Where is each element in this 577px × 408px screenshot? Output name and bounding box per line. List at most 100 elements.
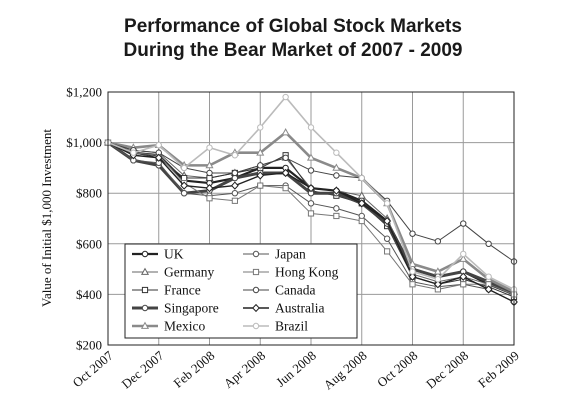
- y-axis-label: Value of Initial $1,000 Investment: [39, 129, 54, 307]
- data-point-canada: [257, 162, 264, 169]
- data-point-japan: [180, 190, 188, 197]
- data-point-australia: [281, 168, 290, 178]
- data-point-australia: [180, 181, 189, 190]
- legend-marker: [252, 322, 260, 330]
- x-tick-label: Feb 2008: [170, 348, 217, 391]
- legend-label: Canada: [275, 283, 315, 298]
- chart-title-line-2: During the Bear Market of 2007 - 2009: [124, 40, 463, 61]
- data-point-brazil: [383, 200, 391, 207]
- legend-item-uk: UK: [132, 247, 184, 262]
- data-point-australia: [154, 153, 163, 162]
- legend-marker: [141, 250, 149, 258]
- data-point-japan: [358, 212, 365, 220]
- data-point-canada: [333, 172, 340, 179]
- data-point-brazil: [206, 144, 213, 151]
- legend-item-france: France: [132, 283, 201, 298]
- data-point-mexico: [205, 160, 214, 169]
- data-point-brazil: [257, 124, 264, 131]
- data-point-hong-kong: [358, 217, 365, 225]
- data-point-mexico: [433, 267, 442, 275]
- data-point-japan: [307, 200, 315, 207]
- data-point-australia: [307, 184, 315, 193]
- data-point-hong-kong: [257, 182, 264, 189]
- series-brazil: [104, 93, 518, 293]
- data-point-australia: [408, 272, 417, 281]
- data-point-canada: [282, 154, 289, 161]
- legend-marker: [252, 286, 260, 294]
- data-point-brazil: [180, 164, 188, 172]
- data-point-mexico: [256, 148, 265, 156]
- data-point-brazil: [434, 276, 442, 283]
- data-point-australia: [230, 181, 239, 190]
- data-point-hong-kong: [307, 210, 315, 217]
- data-point-canada: [307, 167, 315, 174]
- data-point-japan: [231, 190, 239, 197]
- legend-marker: [140, 267, 150, 275]
- data-point-brazil: [409, 268, 416, 275]
- data-point-hong-kong: [409, 281, 416, 288]
- x-tick-label: Aug 2008: [320, 348, 369, 393]
- data-point-australia: [459, 272, 468, 281]
- legend-label: Australia: [275, 301, 325, 316]
- data-point-brazil: [155, 141, 162, 149]
- legend-label: Mexico: [164, 319, 205, 334]
- legend-label: Brazil: [275, 319, 308, 334]
- data-point-hong-kong: [231, 197, 238, 204]
- data-point-australia: [383, 216, 392, 226]
- y-tick-label: $200: [76, 338, 102, 353]
- data-point-brazil: [460, 250, 467, 258]
- data-point-canada: [206, 169, 213, 177]
- data-point-france: [206, 174, 213, 182]
- data-point-hong-kong: [206, 195, 213, 202]
- data-point-brazil: [307, 124, 315, 131]
- x-tick-label: Feb 2009: [475, 348, 522, 391]
- legend-marker: [141, 304, 149, 312]
- legend-item-australia: Australia: [243, 301, 325, 316]
- legend-marker: [252, 250, 260, 258]
- data-point-australia: [433, 280, 442, 289]
- legend-marker: [252, 303, 260, 313]
- data-point-mexico: [408, 259, 417, 267]
- y-tick-label: $1,000: [66, 135, 102, 150]
- legend-item-japan: Japan: [243, 247, 306, 262]
- data-point-mexico: [281, 128, 290, 136]
- legend-marker: [141, 286, 149, 294]
- y-tick-label: $800: [76, 186, 102, 201]
- legend-label: France: [164, 283, 201, 298]
- legend-marker: [252, 268, 260, 276]
- data-point-canada: [485, 240, 492, 248]
- x-tick-label: Oct 2008: [374, 348, 420, 390]
- legend-label: Singapore: [164, 301, 219, 316]
- data-point-brazil: [282, 93, 289, 101]
- data-point-japan: [383, 235, 391, 242]
- data-point-brazil: [358, 174, 365, 182]
- legend-marker: [140, 321, 150, 329]
- data-point-australia: [484, 285, 493, 294]
- data-point-australia: [205, 184, 214, 193]
- x-tick-label: Oct 2007: [69, 347, 116, 390]
- legend-label: Hong Kong: [275, 265, 339, 280]
- data-point-brazil: [130, 149, 137, 156]
- data-point-hong-kong: [460, 281, 467, 288]
- data-point-hong-kong: [282, 185, 289, 192]
- data-point-mexico: [459, 254, 468, 262]
- legend-item-singapore: Singapore: [132, 301, 219, 316]
- x-tick-label: Dec 2008: [423, 348, 471, 392]
- plot-frame: [107, 91, 515, 346]
- y-tick-label: $1,200: [66, 85, 102, 100]
- x-tick-labels: Oct 2007 Dec 2007 Feb 2008 Apr 2008 Jun 2008…: [69, 347, 521, 392]
- x-tick-label: Apr 2008: [221, 348, 269, 391]
- data-point-germany: [357, 191, 366, 199]
- legend-item-mexico: Mexico: [132, 319, 205, 334]
- legend-label: UK: [164, 247, 184, 262]
- data-point-mexico: [306, 153, 316, 161]
- chart-title-line-1: Performance of Global Stock Markets: [124, 16, 462, 37]
- y-tick-labels: $200 $400 $600 $800 $1,000 $1,200: [66, 85, 102, 353]
- y-tick-label: $600: [76, 236, 102, 251]
- legend-item-germany: Germany: [132, 265, 214, 280]
- data-point-brazil: [231, 152, 239, 159]
- data-point-brazil: [485, 273, 492, 280]
- data-point-hong-kong: [333, 212, 340, 220]
- series-layer: [103, 93, 519, 307]
